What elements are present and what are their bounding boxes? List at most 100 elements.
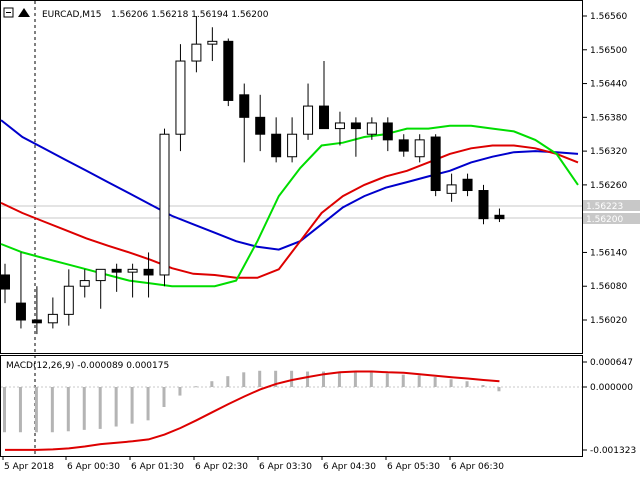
macd-bar bbox=[306, 371, 310, 387]
candle bbox=[159, 128, 170, 287]
candle bbox=[446, 173, 457, 202]
macd-bar bbox=[481, 385, 485, 387]
time-tick-label: 6 Apr 04:30 bbox=[323, 462, 376, 472]
time-tick-label: 6 Apr 06:30 bbox=[451, 462, 504, 472]
candle bbox=[63, 269, 74, 326]
candle bbox=[207, 27, 218, 62]
bull-candle-body bbox=[95, 268, 106, 282]
bid-price-tag bbox=[583, 213, 640, 224]
macd-bar bbox=[258, 370, 262, 387]
bear-candle-body bbox=[398, 139, 409, 152]
line-price-value: 1.56223 bbox=[586, 202, 623, 212]
candle bbox=[430, 134, 441, 197]
macd-tick-label: 0.000647 bbox=[590, 358, 633, 368]
bull-candle-body bbox=[334, 122, 345, 130]
macd-bar bbox=[401, 374, 405, 387]
bull-candle-body bbox=[366, 122, 377, 135]
price-tick-label: 1.56260 bbox=[590, 181, 627, 191]
ma-mid-line bbox=[0, 144, 579, 279]
macd-bar bbox=[18, 387, 22, 433]
candle bbox=[79, 269, 90, 298]
price-tick-label: 1.56320 bbox=[590, 147, 627, 157]
price-tick-label: 1.56440 bbox=[590, 80, 627, 90]
macd-bar bbox=[3, 387, 6, 433]
macd-bar bbox=[274, 370, 278, 387]
macd-bar bbox=[162, 387, 166, 407]
bull-candle-body bbox=[159, 133, 170, 276]
bear-candle-body bbox=[143, 268, 154, 276]
candle bbox=[95, 268, 106, 309]
macd-bar bbox=[178, 387, 182, 396]
price-pane[interactable] bbox=[0, 0, 583, 354]
bear-candle-body bbox=[319, 105, 329, 130]
bear-candle-body bbox=[430, 136, 441, 192]
bear-candle-body bbox=[255, 116, 266, 135]
bear-candle-body bbox=[494, 214, 505, 220]
bull-candle-body bbox=[303, 105, 314, 135]
bear-candle-body bbox=[239, 94, 250, 118]
candle bbox=[271, 117, 282, 163]
macd-histogram bbox=[3, 370, 501, 433]
macd-bar bbox=[226, 376, 230, 387]
candle bbox=[111, 263, 122, 292]
price-tick-label: 1.56500 bbox=[590, 46, 627, 56]
price-tick-label: 1.56140 bbox=[590, 248, 627, 258]
bear-candle-body bbox=[0, 274, 10, 290]
macd-bar bbox=[130, 387, 134, 424]
candle bbox=[223, 38, 234, 107]
bull-candle-body bbox=[446, 184, 457, 194]
time-tick-label: 6 Apr 05:30 bbox=[387, 462, 440, 472]
macd-bar bbox=[449, 379, 453, 387]
time-axis[interactable]: 5 Apr 2018 6 Apr 00:30 6 Apr 01:30 6 Apr 02… bbox=[2, 456, 504, 472]
macd-axis[interactable]: 0.000647 0.000000 -0.001323 bbox=[583, 358, 636, 456]
bull-candle-body bbox=[47, 313, 58, 324]
candle bbox=[303, 83, 314, 140]
bull-candle-body bbox=[127, 268, 138, 273]
macd-bar bbox=[114, 387, 118, 427]
bear-candle-body bbox=[223, 40, 234, 101]
time-tick-label: 6 Apr 02:30 bbox=[195, 462, 248, 472]
candle bbox=[414, 134, 425, 163]
candle bbox=[0, 263, 10, 304]
candle bbox=[382, 117, 393, 152]
macd-bar bbox=[369, 372, 373, 387]
macd-bar bbox=[337, 371, 341, 387]
candle bbox=[350, 117, 361, 157]
bull-candle-body bbox=[287, 133, 298, 158]
price-axis[interactable]: 1.56560 1.56500 1.56440 1.56380 1.56320 1.562… bbox=[583, 12, 640, 326]
macd-bar bbox=[417, 375, 421, 387]
candle bbox=[494, 208, 505, 223]
macd-bar bbox=[98, 387, 102, 429]
bear-candle-body bbox=[15, 302, 26, 321]
bid-price-value: 1.56200 bbox=[586, 215, 623, 225]
macd-title: MACD(12,26,9) -0.000089 0.000175 bbox=[6, 361, 169, 371]
macd-bar bbox=[353, 372, 357, 387]
candle bbox=[255, 94, 266, 152]
candle bbox=[478, 184, 489, 225]
bull-candle-body bbox=[191, 43, 202, 62]
bull-candle-body bbox=[414, 139, 425, 158]
macd-bar bbox=[242, 372, 246, 387]
candle bbox=[31, 286, 42, 335]
candle bbox=[239, 83, 250, 163]
macd-bar bbox=[385, 373, 389, 387]
trade-arrow-icon[interactable] bbox=[18, 8, 30, 17]
candle bbox=[366, 117, 377, 140]
time-tick-label: 6 Apr 01:30 bbox=[131, 462, 184, 472]
macd-bar bbox=[497, 387, 501, 392]
macd-bar bbox=[465, 381, 469, 387]
candle bbox=[398, 134, 409, 157]
bear-candle-body bbox=[31, 319, 42, 324]
bull-candle-body bbox=[63, 285, 74, 315]
chart-header: EURCAD,M15 1.56206 1.56218 1.56194 1.562… bbox=[3, 7, 269, 20]
macd-tick-label: 0.000000 bbox=[590, 383, 633, 393]
candle bbox=[127, 263, 138, 298]
candle bbox=[319, 61, 329, 130]
macd-bar bbox=[50, 387, 54, 433]
macd-bar bbox=[194, 386, 198, 388]
macd-bar bbox=[66, 387, 70, 432]
macd-bar bbox=[82, 387, 86, 430]
macd-bar bbox=[322, 371, 325, 387]
bull-candle-body bbox=[207, 40, 218, 45]
